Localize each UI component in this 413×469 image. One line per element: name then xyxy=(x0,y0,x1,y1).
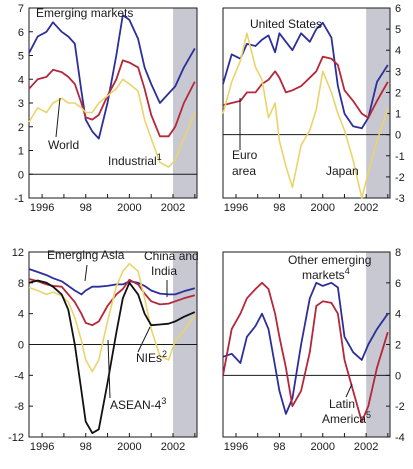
label-leader-line xyxy=(107,339,111,399)
y-tick-label: 6 xyxy=(18,27,24,39)
panel-top-right: 6 5 4 3 2 1 0 -1 -2 -3 1996 98 2000 2002 United States… xyxy=(222,3,405,214)
x-tick-label: 2002 xyxy=(354,441,378,453)
y-tick-label: 6 xyxy=(395,3,401,15)
series-line-blue xyxy=(28,14,196,140)
y-tick-label: 3 xyxy=(395,66,401,78)
series-annotation: Latin xyxy=(329,397,355,411)
x-tick-label: 2000 xyxy=(117,441,141,453)
label-leader-line xyxy=(137,326,151,353)
x-tick-label: 2002 xyxy=(161,441,185,453)
series-annotation: America5 xyxy=(322,410,371,426)
label-leader-line xyxy=(345,383,353,398)
y-tick-label: 0 xyxy=(395,370,401,382)
y-tick-label: -4 xyxy=(14,370,24,382)
y-tick-label: 2 xyxy=(18,122,24,134)
y-tick-label: 5 xyxy=(395,24,401,36)
x-tick-label: 98 xyxy=(80,202,92,214)
label-leader-line xyxy=(55,97,61,138)
y-tick-label: 0 xyxy=(18,340,24,352)
x-tick-label: 98 xyxy=(273,202,285,214)
y-tick-label: -8 xyxy=(14,401,24,413)
x-tick-label: 98 xyxy=(273,441,285,453)
panel-bottom-left: 12 8 4 0 -4 -8 -12 1996 98 2000 2002 Emerging Asia C… xyxy=(8,247,199,453)
series-annotation: NIEs2 xyxy=(136,349,167,365)
y-tick-label: 5 xyxy=(18,51,24,63)
y-tick-label: 3 xyxy=(18,98,24,110)
series-line-blue xyxy=(222,21,389,130)
series-annotation: China and xyxy=(144,249,199,263)
y-tick-label: -1 xyxy=(395,151,405,163)
series-line-red xyxy=(28,59,196,138)
y-tick-label: 4 xyxy=(18,309,24,321)
x-tick-label: 2000 xyxy=(117,202,141,214)
series-line-red xyxy=(222,281,389,423)
x-tick-label: 2000 xyxy=(311,441,335,453)
y-tick-label: 8 xyxy=(395,247,401,259)
y-tick-label: 7 xyxy=(18,3,24,15)
series-line-blue xyxy=(222,281,389,415)
y-tick-label: 0 xyxy=(18,169,24,181)
series-line-yellow xyxy=(222,32,389,199)
y-tick-label: 6 xyxy=(395,278,401,290)
series-annotation: Emerging Asia xyxy=(47,248,125,262)
series-annotation: Japan xyxy=(326,164,359,178)
series-annotation: Euro xyxy=(232,148,258,162)
panel-top-left: 7 6 5 4 3 2 1 0 -1 1996 98 2000 2002 Emerging markets… xyxy=(14,3,198,214)
y-tick-label: 8 xyxy=(18,278,24,290)
series-line-yellow xyxy=(28,262,196,373)
series-annotation: ASEAN-43 xyxy=(110,396,166,412)
y-tick-label: -2 xyxy=(395,401,405,413)
y-tick-label: 1 xyxy=(18,146,24,158)
x-tick-label: 2002 xyxy=(161,202,185,214)
y-tick-label: 2 xyxy=(395,340,401,352)
label-leader-line xyxy=(84,264,88,282)
x-tick-label: 2002 xyxy=(354,202,378,214)
series-annotation: area xyxy=(232,164,256,178)
y-tick-label: -3 xyxy=(395,193,405,205)
series-annotation: markets4 xyxy=(302,266,350,282)
series-line-red xyxy=(222,55,389,119)
x-tick-label: 1996 xyxy=(30,202,54,214)
y-tick-label: 1 xyxy=(395,109,401,121)
x-tick-label: 98 xyxy=(80,441,92,453)
forecast-shading xyxy=(173,8,197,198)
y-tick-label: -4 xyxy=(395,432,405,444)
panel-bottom-right: 8 6 4 2 0 -2 -4 1996 98 2000 2002 Other emergingmar… xyxy=(222,247,405,453)
forecast-shading xyxy=(366,8,390,198)
y-tick-label: 0 xyxy=(395,130,401,142)
y-tick-label: -2 xyxy=(395,172,405,184)
y-tick-label: 12 xyxy=(12,247,24,259)
y-tick-label: -12 xyxy=(8,432,24,444)
y-tick-label: 2 xyxy=(395,87,401,99)
series-line-red xyxy=(28,278,196,327)
x-tick-label: 2000 xyxy=(311,202,335,214)
series-line-black xyxy=(28,279,196,435)
series-annotation: Other emerging xyxy=(288,253,371,267)
series-annotation: Industrial1 xyxy=(108,152,162,168)
y-tick-label: -1 xyxy=(14,193,24,205)
series-annotation: World xyxy=(48,138,79,152)
y-tick-label: 4 xyxy=(395,45,401,57)
series-annotation: India xyxy=(151,264,177,278)
y-tick-label: 4 xyxy=(18,74,24,86)
series-annotation: United States xyxy=(250,17,322,31)
series-annotation: Emerging markets xyxy=(36,6,133,20)
plot-frame xyxy=(222,7,391,199)
x-tick-label: 1996 xyxy=(224,202,248,214)
series-line-yellow xyxy=(28,78,196,168)
x-tick-label: 1996 xyxy=(30,441,54,453)
y-tick-label: 4 xyxy=(395,309,401,321)
x-tick-label: 1996 xyxy=(224,441,248,453)
series-line-blue xyxy=(28,268,196,296)
